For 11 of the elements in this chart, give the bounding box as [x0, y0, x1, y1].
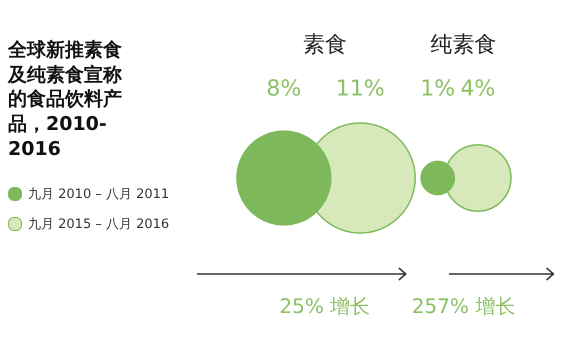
data-label: 11%	[336, 76, 385, 102]
text: 257% 增长	[412, 294, 516, 318]
data-label: 4%	[460, 76, 496, 102]
data-label: 1%	[420, 76, 456, 102]
data-label: 8%	[266, 76, 302, 102]
category-label: 纯素食	[430, 32, 497, 58]
category-label: 素食	[302, 32, 347, 58]
text: 25% 增长	[279, 294, 370, 318]
text: 全球新推素食及纯素食宣称的食品饮料产品，2010-2016	[8, 38, 123, 162]
legend-label: 九月 2010 – 八月 2011	[28, 186, 170, 204]
legend-label: 九月 2015 – 八月 2016	[28, 216, 170, 234]
